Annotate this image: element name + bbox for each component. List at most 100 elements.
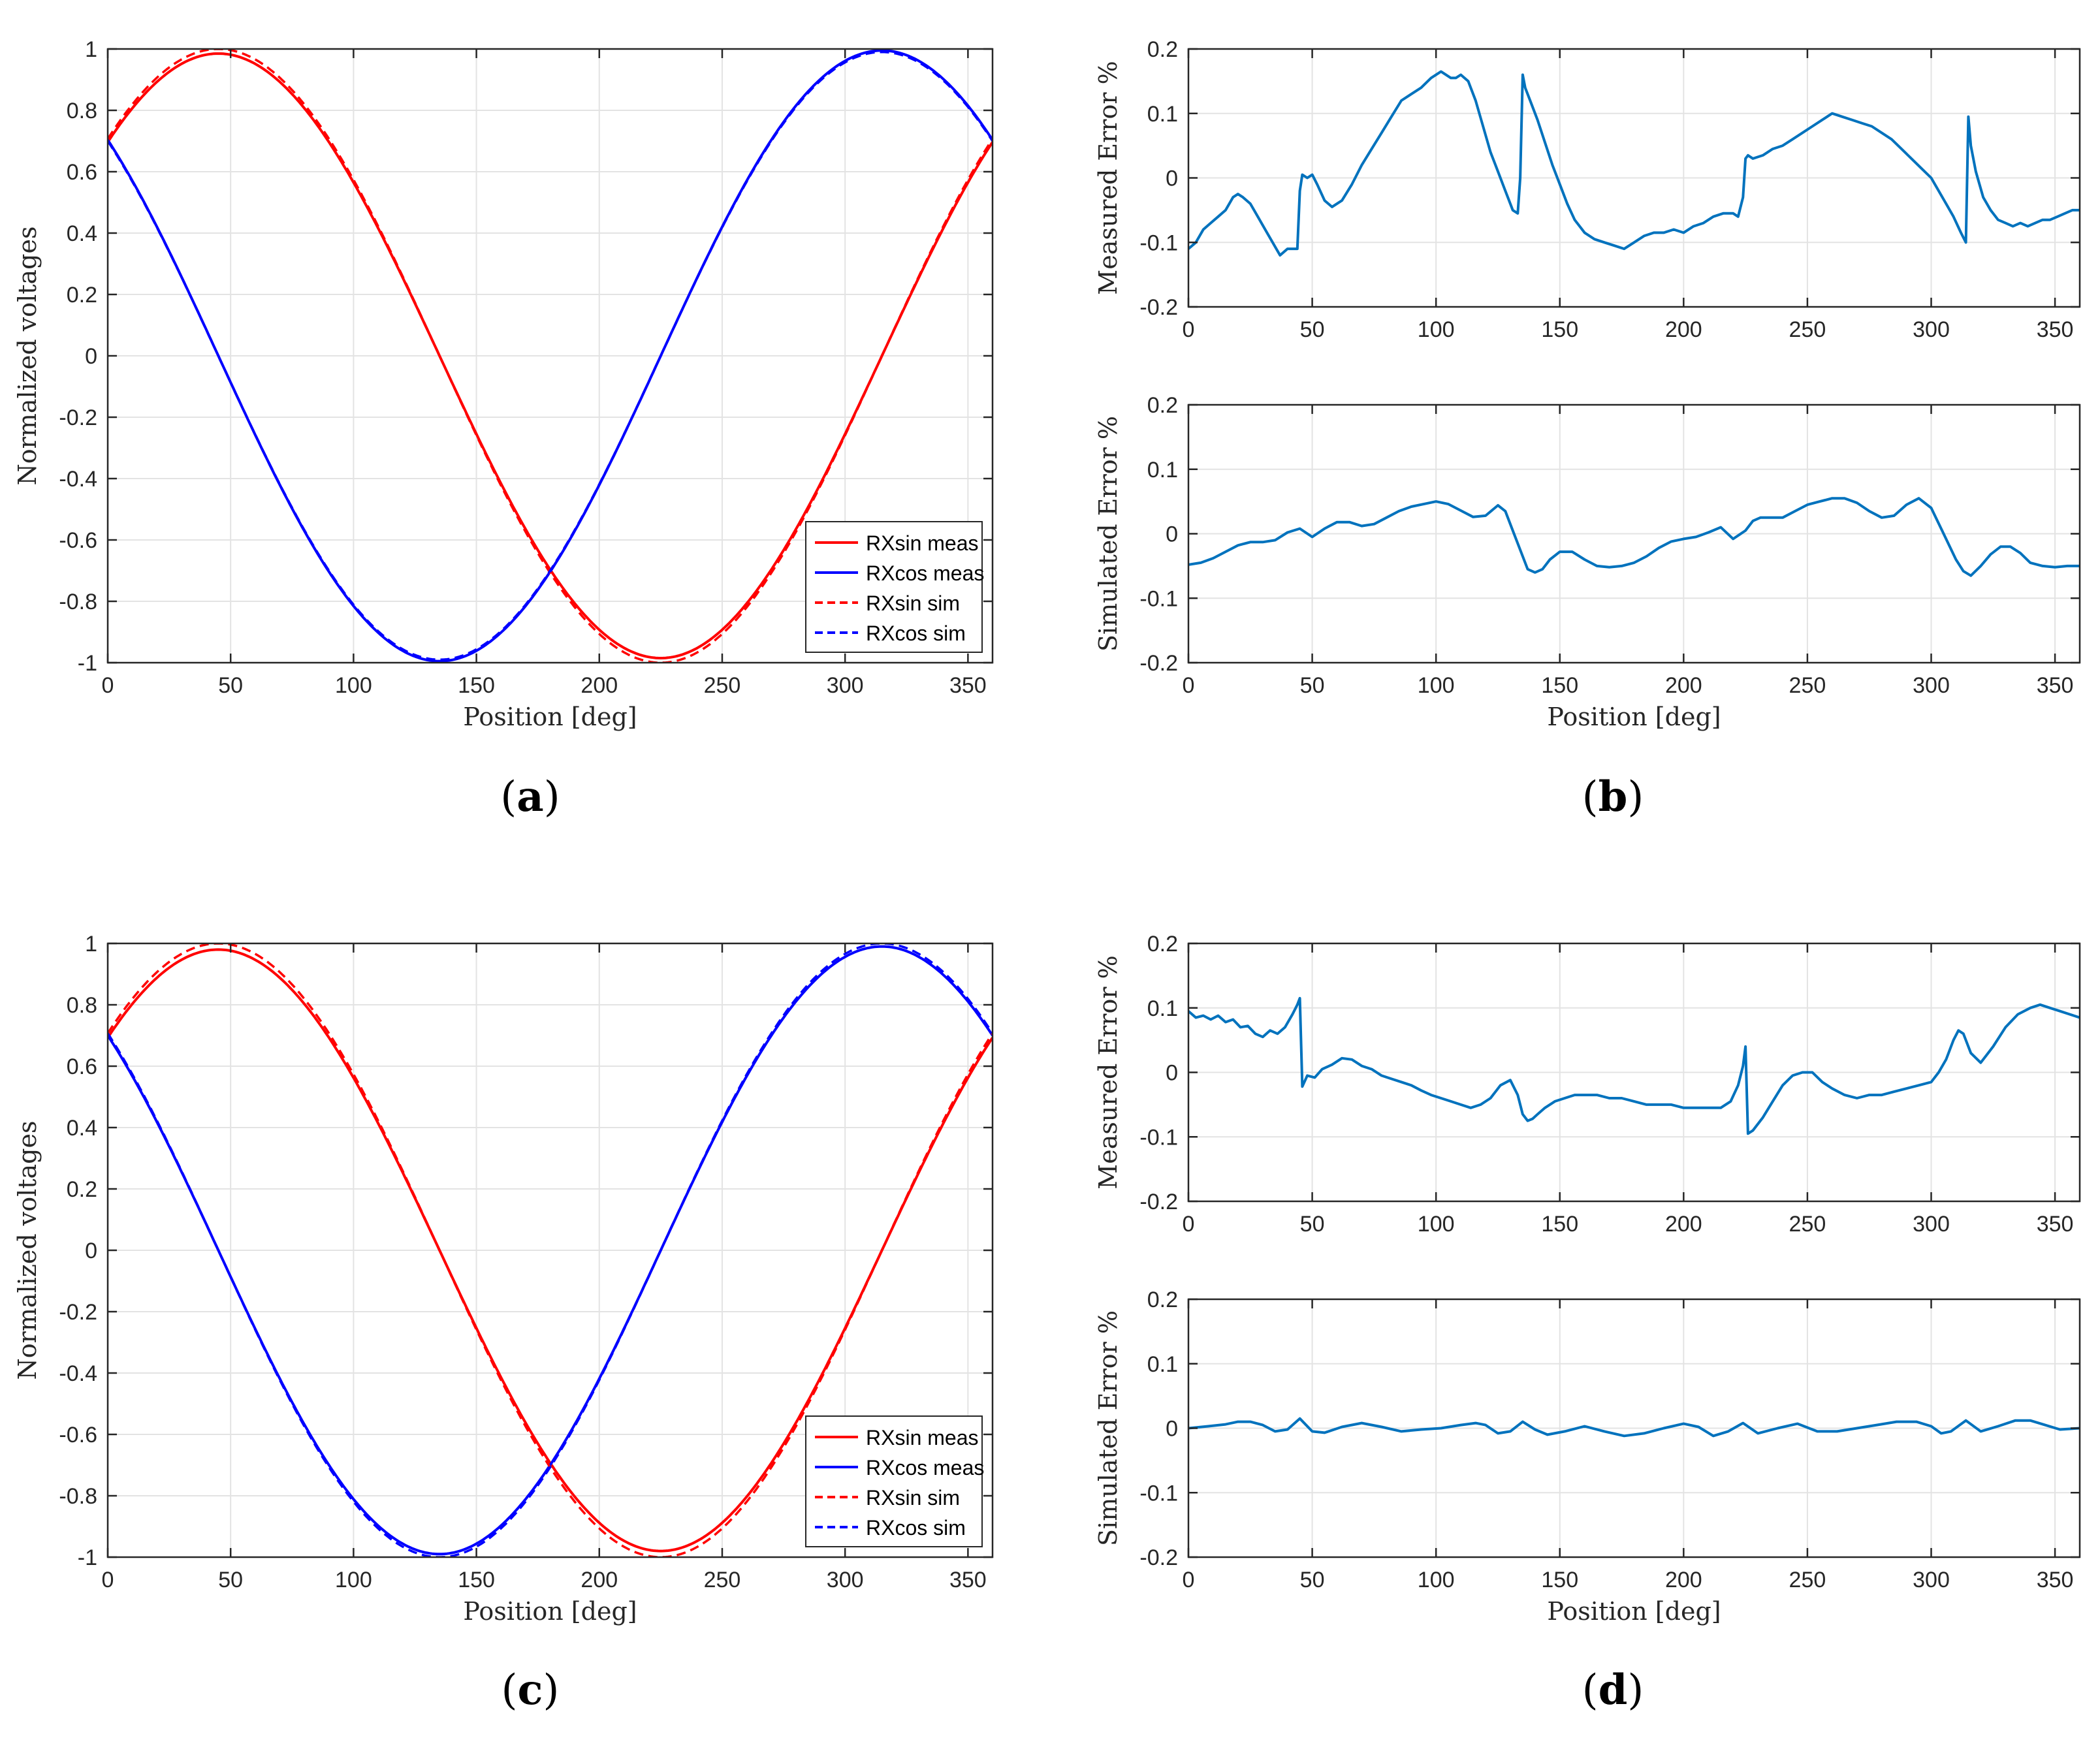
y-tick-label: 0 (1166, 166, 1178, 191)
y-tick-label: -0.2 (1139, 1190, 1178, 1214)
chart-a: 0 50 100 150 200 250 300 350 -1 -0.8 -0.6 -0.4 -0.2 0… (13, 37, 994, 731)
x-tick-label: 100 (1418, 1212, 1455, 1237)
y-tick-label: -0.2 (1139, 295, 1178, 320)
x-tick-label: 300 (827, 673, 864, 698)
x-tick-label: 250 (1789, 673, 1826, 698)
chart-d-bottom: 0 50 100 150 200 250 300 350 -0.2 -0.1 0 0.1 0.2 Posi… (1094, 1288, 2081, 1626)
x-tick-label: 100 (335, 673, 372, 698)
x-tick-label: 250 (704, 673, 741, 698)
x-tick-label: 0 (1183, 1212, 1195, 1237)
legend-entry: RXsin meas (866, 531, 979, 555)
y-tick-label: 0.1 (1147, 458, 1178, 482)
x-tick-label: 250 (1789, 1568, 1826, 1592)
y-tick-label: -0.8 (59, 1484, 97, 1509)
x-tick-label: 200 (581, 1568, 618, 1592)
x-tick-label: 200 (1665, 1212, 1702, 1237)
panel-label-c: (c) (501, 1666, 560, 1714)
series-line-simulated-error (1188, 1417, 2080, 1438)
chart-b-bottom: 0 50 100 150 200 250 300 350 -0.2 -0.1 0 0.1 0.2 Posi… (1094, 393, 2081, 731)
x-tick-label: 100 (1418, 673, 1455, 698)
x-tick-label: 350 (2037, 1568, 2074, 1592)
legend: RXsin meas RXcos meas RXsin sim RXcos sim (805, 521, 984, 653)
y-axis-label: Measured Error % (1094, 955, 1122, 1189)
x-tick-label: 0 (1183, 673, 1195, 698)
y-axis-label: Normalized voltages (13, 227, 42, 486)
x-axis-label: Position [deg] (463, 1597, 637, 1626)
y-tick-label: -1 (78, 651, 97, 676)
series-line-simulated-error (1188, 497, 2080, 577)
y-tick-label: 0.2 (1147, 393, 1178, 418)
x-tick-label: 150 (458, 673, 495, 698)
series-group (1188, 996, 2080, 1135)
series-group (108, 49, 993, 663)
x-tick-label: 350 (2037, 1212, 2074, 1237)
legend-entry: RXcos sim (866, 622, 966, 645)
y-tick-label: 0.6 (67, 160, 97, 185)
panel-label-a: (a) (500, 772, 560, 821)
x-tick-label: 300 (1913, 1568, 1950, 1592)
y-axis-label: Simulated Error % (1094, 1310, 1122, 1546)
y-tick-label: 0 (1166, 1417, 1178, 1442)
y-tick-label: 0.2 (1147, 37, 1178, 62)
y-tick-label: -0.2 (59, 1300, 97, 1325)
y-tick-label: -0.1 (1139, 230, 1178, 255)
y-tick-label: -0.4 (59, 1361, 97, 1386)
y-tick-label: 0.1 (1147, 1352, 1178, 1377)
x-tick-label: 0 (102, 673, 114, 698)
y-tick-label: -0.2 (1139, 1545, 1178, 1570)
x-tick-label: 150 (1541, 317, 1578, 342)
x-tick-label: 300 (827, 1568, 864, 1592)
y-tick-label: 0.2 (1147, 1288, 1178, 1312)
legend-entry: RXcos meas (866, 561, 984, 585)
series-line-rxsin-sim (108, 49, 993, 663)
legend-entry: RXsin meas (866, 1426, 979, 1449)
x-tick-label: 50 (218, 673, 243, 698)
y-tick-label: -0.1 (1139, 586, 1178, 611)
legend-entry: RXsin sim (866, 592, 960, 615)
x-tick-label: 50 (1300, 673, 1325, 698)
x-axis-label: Position [deg] (463, 703, 637, 731)
x-tick-label: 250 (1789, 1212, 1826, 1237)
x-axis-label: Position [deg] (1547, 703, 1721, 731)
y-tick-label: 1 (85, 37, 97, 62)
y-tick-label: -0.1 (1139, 1125, 1178, 1150)
y-tick-label: 0 (85, 1239, 97, 1263)
legend-entry: RXsin sim (866, 1486, 960, 1509)
y-tick-label: 0.2 (67, 1177, 97, 1202)
y-tick-label: -0.2 (1139, 651, 1178, 676)
x-axis-label: Position [deg] (1547, 1597, 1721, 1626)
y-tick-label: 0 (1166, 522, 1178, 547)
x-tick-label: 250 (704, 1568, 741, 1592)
y-tick-label: 0.4 (67, 1116, 97, 1141)
x-tick-label: 50 (218, 1568, 243, 1592)
x-tick-label: 150 (1541, 673, 1578, 698)
x-tick-label: 150 (458, 1568, 495, 1592)
series-group (108, 943, 993, 1557)
y-tick-label: 0.1 (1147, 102, 1178, 127)
x-tick-label: 150 (1541, 1568, 1578, 1592)
x-tick-label: 300 (1913, 1212, 1950, 1237)
x-tick-label: 300 (1913, 673, 1950, 698)
x-tick-label: 300 (1913, 317, 1950, 342)
y-tick-label: 1 (85, 932, 97, 956)
y-tick-label: -0.2 (59, 405, 97, 430)
y-tick-label: -0.6 (59, 1423, 97, 1447)
x-tick-label: 350 (949, 1568, 987, 1592)
x-tick-label: 350 (2037, 317, 2074, 342)
x-tick-label: 0 (102, 1568, 114, 1592)
y-tick-label: -0.1 (1139, 1481, 1178, 1506)
x-tick-label: 50 (1300, 1212, 1325, 1237)
y-tick-label: 0.1 (1147, 996, 1178, 1021)
y-tick-label: 0.4 (67, 221, 97, 246)
legend: RXsin meas RXcos meas RXsin sim RXcos sim (805, 1415, 984, 1547)
chart-b-top: 0 50 100 150 200 250 300 350 -0.2 -0.1 0 0.1 0.2 Meas… (1094, 37, 2081, 342)
x-tick-label: 350 (949, 673, 987, 698)
series-line-measured-error (1188, 996, 2080, 1135)
x-tick-label: 100 (1418, 317, 1455, 342)
y-tick-label: -0.8 (59, 590, 97, 614)
y-tick-label: 0 (85, 344, 97, 369)
x-tick-label: 250 (1789, 317, 1826, 342)
series-line-rxcos-sim (108, 943, 993, 1557)
x-tick-label: 100 (335, 1568, 372, 1592)
